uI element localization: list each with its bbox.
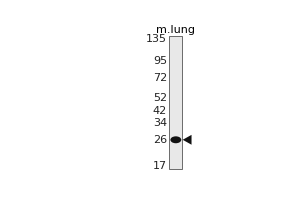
Text: 17: 17 [153,161,167,171]
Text: 42: 42 [153,106,167,116]
Text: 26: 26 [153,135,167,145]
Text: 135: 135 [146,34,167,44]
Polygon shape [183,135,191,145]
Text: 95: 95 [153,56,167,66]
Text: 52: 52 [153,93,167,103]
Ellipse shape [170,136,181,143]
Text: m.lung: m.lung [156,25,195,35]
Text: 34: 34 [153,118,167,128]
Text: 72: 72 [153,73,167,83]
Bar [169,36,182,169]
